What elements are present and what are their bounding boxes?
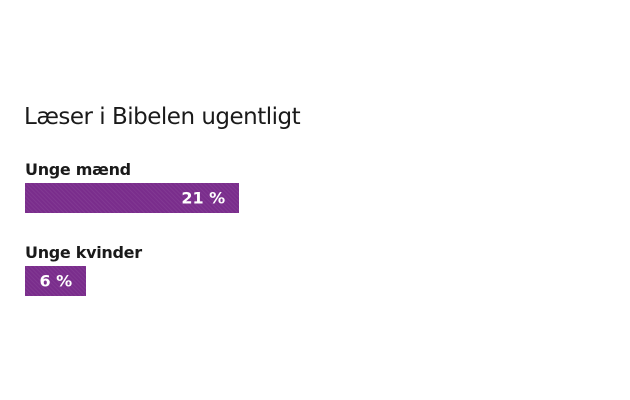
bar: 6 % xyxy=(25,266,87,296)
bar-value-label: 6 % xyxy=(39,271,73,291)
category-label: Unge kvinder xyxy=(25,243,142,262)
bar-group-unge-kvinder: Unge kvinder 6 % xyxy=(25,243,142,296)
category-label: Unge mænd xyxy=(25,160,131,179)
bar: 21 % xyxy=(25,183,240,213)
bar-group-unge-maend: Unge mænd 21 % xyxy=(25,160,240,213)
bar-value-label: 21 % xyxy=(181,188,226,208)
chart-title: Læser i Bibelen ugentligt xyxy=(24,104,301,130)
